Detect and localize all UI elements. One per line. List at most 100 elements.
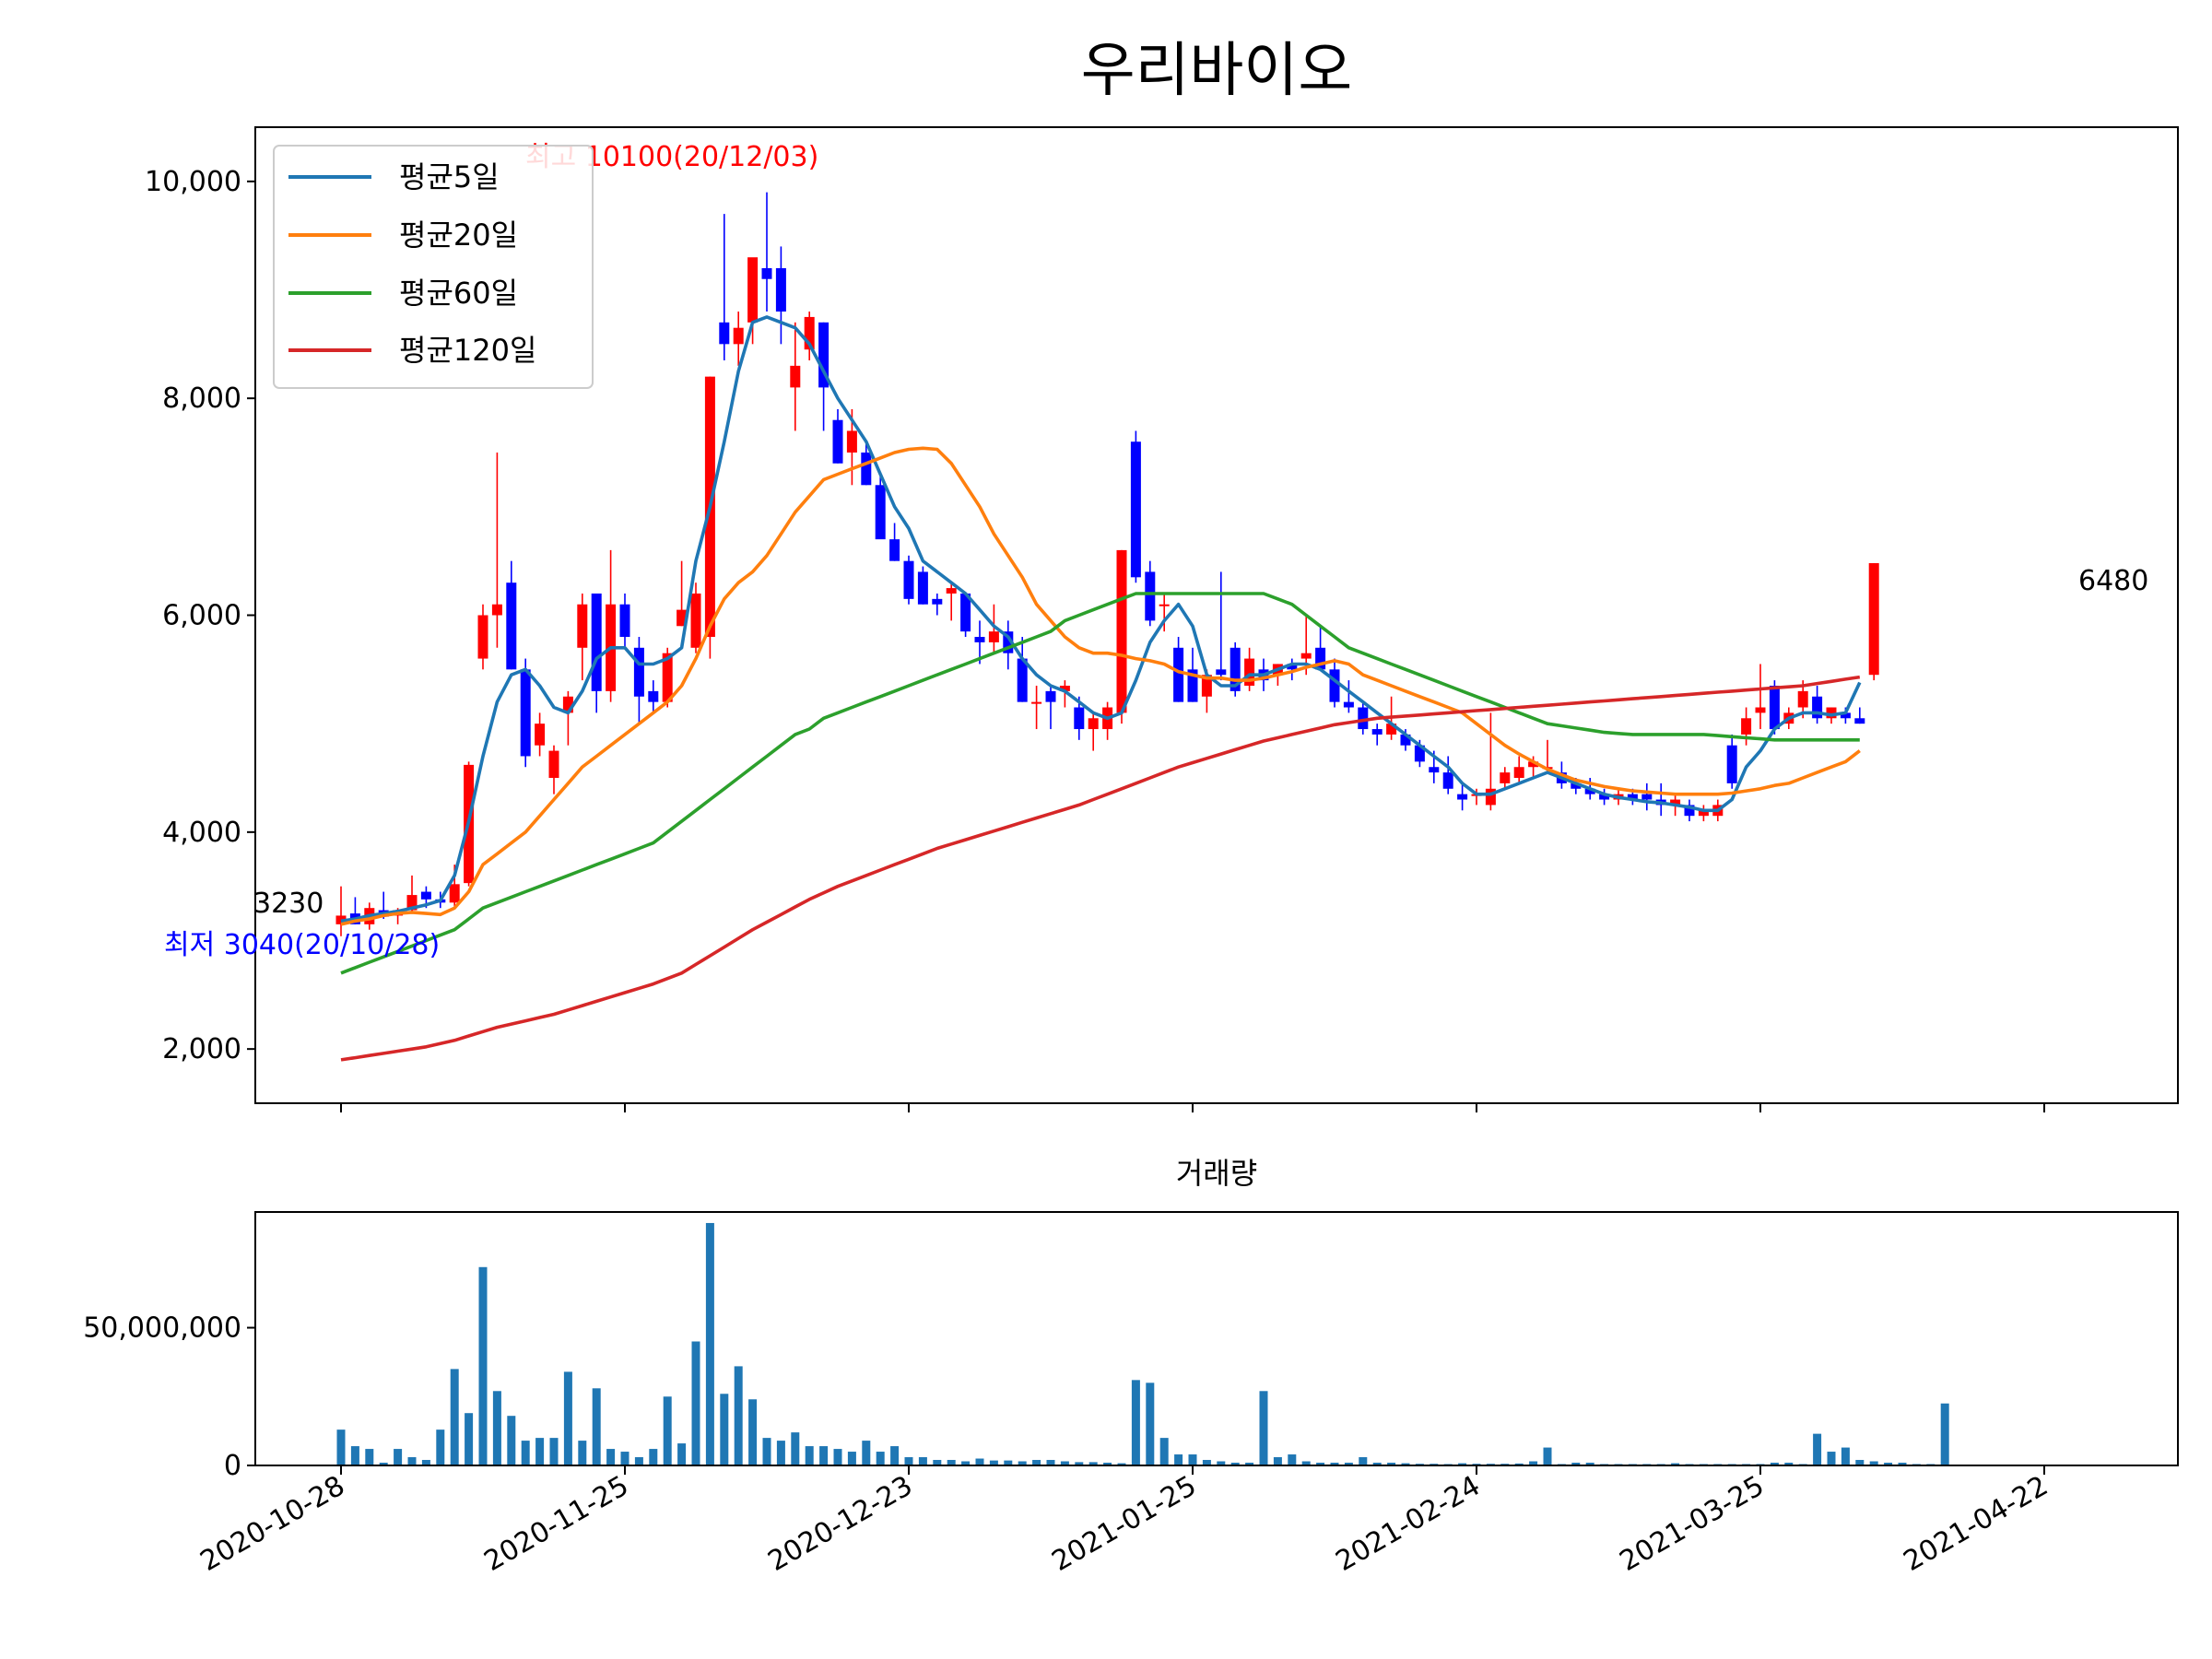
volume-bar bbox=[1273, 1457, 1282, 1465]
candle bbox=[932, 593, 943, 616]
candle-body bbox=[1329, 669, 1340, 702]
candle bbox=[648, 680, 659, 713]
candle-body bbox=[946, 588, 957, 594]
candle bbox=[960, 593, 971, 638]
volume-bar bbox=[1316, 1463, 1325, 1465]
candle bbox=[1216, 571, 1227, 681]
volume-bar bbox=[1146, 1382, 1155, 1465]
price-y-tick-label: 6,000 bbox=[162, 600, 241, 632]
candle-body bbox=[832, 419, 843, 464]
volume-bar bbox=[1103, 1463, 1112, 1465]
candle-body bbox=[1414, 745, 1425, 762]
candle-body bbox=[1826, 707, 1837, 719]
candle bbox=[1726, 734, 1737, 789]
candle bbox=[1130, 430, 1141, 583]
volume-bar bbox=[1898, 1463, 1907, 1465]
candle-body bbox=[861, 453, 872, 486]
volume-bar bbox=[1529, 1461, 1538, 1465]
volume-bar bbox=[961, 1461, 971, 1465]
candle-body bbox=[1130, 441, 1141, 578]
candle-body bbox=[1201, 675, 1212, 697]
candle-body bbox=[775, 267, 786, 312]
volume-bar bbox=[890, 1446, 900, 1465]
candle-body bbox=[1485, 788, 1496, 806]
candle-body bbox=[1145, 571, 1156, 621]
candle bbox=[1698, 805, 1709, 822]
volume-bar bbox=[1458, 1463, 1467, 1465]
volume-bar bbox=[1117, 1463, 1126, 1465]
candle-body bbox=[506, 582, 517, 670]
candle-body bbox=[1371, 729, 1382, 735]
volume-bar bbox=[876, 1452, 885, 1465]
volume-bar bbox=[350, 1446, 359, 1465]
volume-bar bbox=[336, 1430, 346, 1465]
candle-body bbox=[1003, 631, 1014, 653]
candle bbox=[917, 566, 928, 605]
date-tick-label: 2020-11-25 bbox=[479, 1470, 634, 1578]
candle-body bbox=[633, 647, 644, 697]
candle bbox=[591, 593, 602, 713]
candle bbox=[535, 712, 546, 757]
candle-body bbox=[988, 631, 999, 642]
candle-body bbox=[1627, 794, 1638, 800]
candle-body bbox=[406, 895, 418, 911]
candle bbox=[1868, 563, 1879, 681]
volume-bar bbox=[365, 1449, 374, 1465]
candle-body bbox=[932, 598, 943, 605]
volume-bar bbox=[478, 1266, 488, 1465]
volume-bar bbox=[691, 1341, 700, 1465]
candle-body bbox=[1500, 772, 1511, 783]
candle-body bbox=[1017, 658, 1028, 702]
volume-bar bbox=[762, 1438, 771, 1465]
volume-bar bbox=[1032, 1460, 1041, 1465]
candle-body bbox=[1173, 647, 1184, 702]
candle-body bbox=[1287, 664, 1298, 670]
candle bbox=[1116, 549, 1127, 724]
volume-bar bbox=[805, 1446, 814, 1465]
series-line-ma5 bbox=[340, 315, 1862, 924]
candle bbox=[889, 523, 900, 561]
volume-bar bbox=[862, 1441, 871, 1465]
legend-label-ma5: 평균5일 bbox=[399, 159, 500, 194]
candle-body bbox=[520, 669, 531, 757]
volume-bar bbox=[918, 1457, 927, 1465]
candle-body bbox=[577, 604, 588, 648]
candle-body bbox=[846, 430, 857, 453]
candle bbox=[1059, 680, 1070, 708]
volume-bar bbox=[734, 1366, 743, 1465]
candle-body bbox=[1868, 563, 1879, 676]
volume-bar bbox=[649, 1449, 658, 1465]
candle bbox=[1287, 658, 1298, 681]
volume-bar bbox=[465, 1413, 474, 1465]
candle bbox=[1457, 782, 1468, 811]
volume-bar bbox=[492, 1391, 501, 1465]
candle-body bbox=[1088, 718, 1099, 730]
volume-bar bbox=[1217, 1461, 1226, 1465]
price-y-tick-label: 8,000 bbox=[162, 382, 241, 415]
candle-body bbox=[1812, 696, 1823, 719]
volume-bar bbox=[1784, 1463, 1794, 1465]
candle-body bbox=[477, 615, 488, 659]
candle-body bbox=[420, 891, 431, 900]
candle bbox=[719, 214, 730, 360]
series-line-ma60 bbox=[340, 592, 1860, 975]
candle bbox=[1812, 685, 1823, 724]
volume-bar bbox=[1259, 1391, 1268, 1465]
low-annotation: 최저 3040(20/10/28) bbox=[164, 929, 440, 961]
candle bbox=[1358, 701, 1369, 735]
volume-bar bbox=[933, 1460, 942, 1465]
series-line-ma120 bbox=[340, 675, 1861, 1062]
volume-bar bbox=[450, 1369, 459, 1465]
volume-bar bbox=[748, 1399, 758, 1465]
candle bbox=[804, 312, 815, 360]
volume-bar bbox=[407, 1457, 417, 1465]
candle-body bbox=[818, 322, 830, 388]
candle-body bbox=[548, 750, 559, 778]
candle-body bbox=[535, 724, 546, 746]
price-axis: 2,000 4,000 6,000 8,000 10,000 bbox=[145, 166, 2045, 1112]
candle bbox=[1159, 593, 1170, 632]
candle bbox=[903, 555, 914, 605]
candle bbox=[562, 690, 573, 746]
volume-axis: 0 50,000,000 bbox=[83, 1312, 255, 1482]
